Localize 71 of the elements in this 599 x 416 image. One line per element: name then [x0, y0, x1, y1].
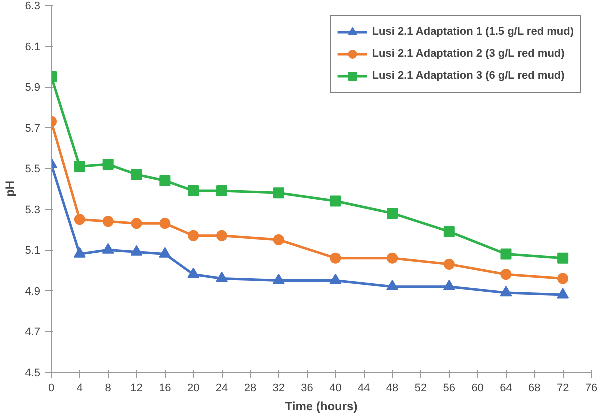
x-tick-label: 72	[556, 382, 570, 394]
legend-label: Lusi 2.1 Adaptation 3 (6 g/L red mud)	[372, 70, 565, 82]
point	[558, 252, 569, 264]
x-tick-label: 52	[414, 382, 428, 394]
point	[500, 248, 512, 260]
point	[131, 218, 142, 230]
point	[386, 280, 399, 291]
y-axis-title: pH	[3, 181, 18, 197]
y-tick-label: 5.9	[25, 82, 41, 94]
y-tick-label: 6.1	[25, 41, 41, 54]
point	[188, 186, 200, 197]
x-tick-label: 24	[216, 382, 228, 394]
x-tick-label: 16	[159, 382, 172, 394]
y-tick-label: 4.7	[25, 326, 41, 339]
y-tick-label: 6.3	[25, 0, 41, 12]
point	[443, 280, 456, 291]
point	[74, 214, 86, 226]
x-tick-label: 56	[443, 382, 456, 394]
x-tick-label: 4	[76, 382, 83, 394]
point	[557, 288, 570, 299]
y-tick-label: 5.3	[25, 204, 41, 216]
point	[500, 286, 512, 297]
x-tick-label: 20	[187, 382, 200, 394]
legend-label: Lusi 2.1 Adaptation 1 (1.5 g/L red mud)	[372, 26, 574, 38]
point	[216, 272, 228, 282]
x-tick-label: 60	[472, 382, 484, 394]
point	[130, 245, 143, 256]
point	[74, 247, 86, 258]
point	[444, 258, 455, 270]
x-tick-label: 8	[105, 382, 112, 394]
x-tick-label: 76	[585, 382, 598, 394]
x-tick-label: 12	[130, 382, 143, 394]
point	[159, 247, 172, 258]
point	[558, 273, 569, 284]
y-tick-label: 4.5	[25, 368, 41, 380]
x-tick-label: 44	[358, 382, 370, 394]
point	[444, 226, 455, 238]
point	[330, 252, 342, 264]
x-tick-label: 28	[244, 382, 257, 394]
point	[188, 268, 200, 278]
x-tick-label: 64	[500, 382, 512, 394]
x-tick-label: 32	[272, 382, 285, 394]
point	[387, 252, 398, 264]
y-tick-label: 5.1	[25, 245, 41, 258]
x-tick-label: 68	[528, 382, 541, 394]
point	[500, 269, 512, 280]
point	[216, 186, 228, 197]
x-tick-label: 40	[330, 382, 342, 394]
point	[102, 159, 114, 170]
x-tick-label: 48	[386, 382, 399, 394]
point	[330, 196, 342, 207]
x-tick-label: 36	[301, 382, 314, 394]
point	[273, 188, 284, 199]
point	[273, 234, 284, 246]
point	[272, 274, 285, 284]
point	[387, 208, 398, 219]
point	[330, 274, 342, 284]
y-tick-label: 4.9	[25, 286, 41, 298]
point	[188, 230, 200, 242]
y-tick-label: 5.5	[25, 164, 41, 176]
y-tick-label: 5.7	[25, 122, 41, 135]
x-axis-title: Time (hours)	[285, 400, 358, 414]
point	[216, 230, 228, 242]
point	[131, 169, 142, 180]
x-tick-label: 0	[48, 382, 55, 394]
point	[160, 218, 171, 230]
point	[160, 175, 171, 186]
point	[74, 161, 86, 172]
point	[102, 216, 114, 228]
point	[102, 243, 114, 254]
legend-label: Lusi 2.1 Adaptation 2 (3 g/L red mud)	[372, 48, 565, 60]
